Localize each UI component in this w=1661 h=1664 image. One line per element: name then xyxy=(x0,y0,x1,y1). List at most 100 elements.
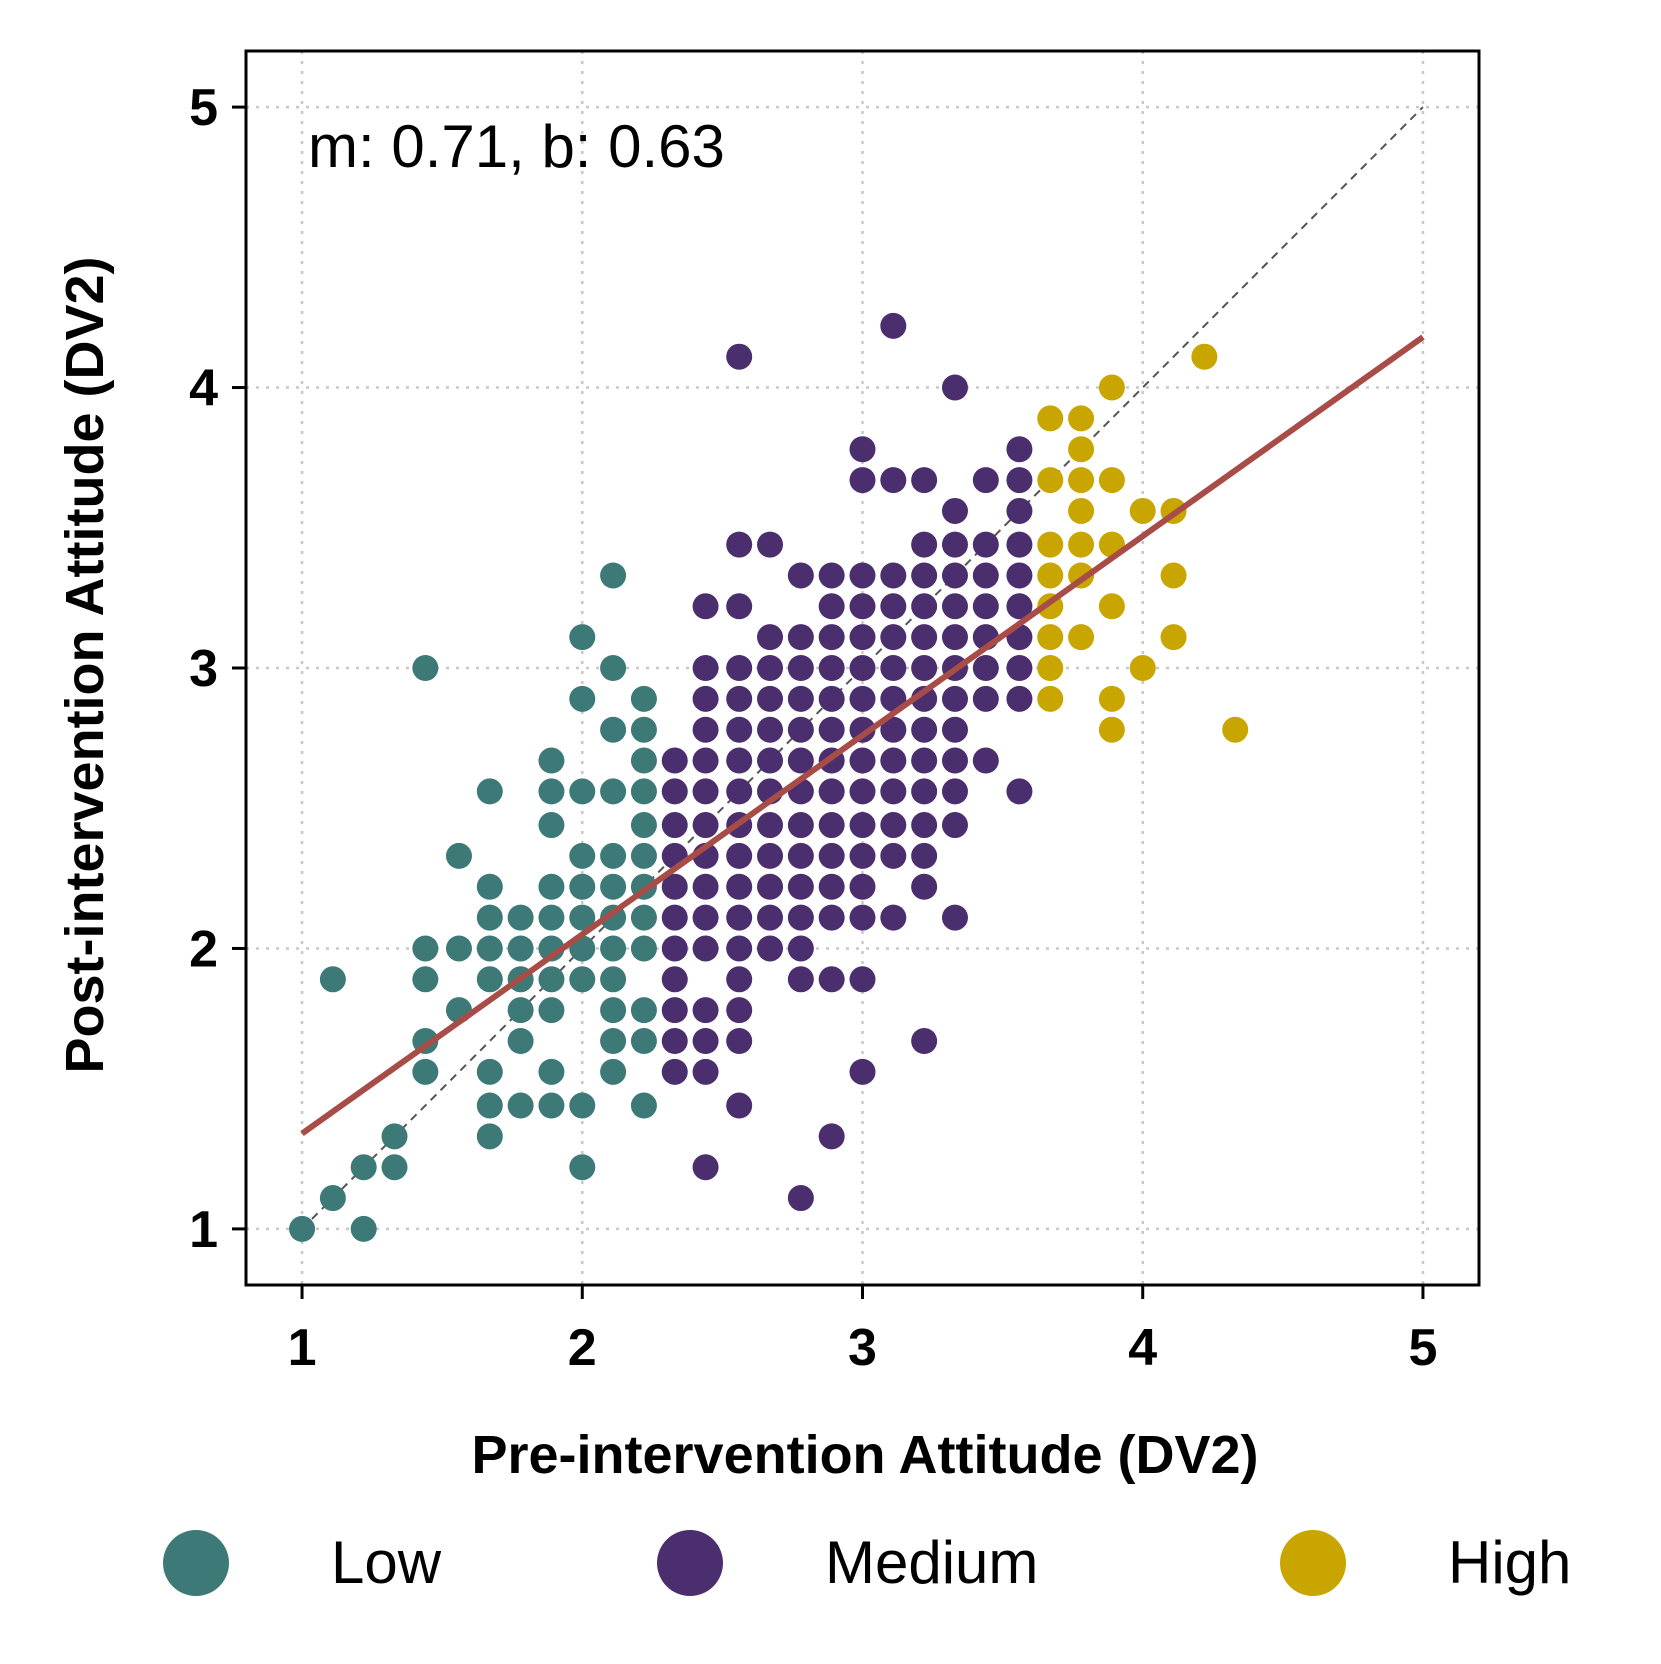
legend-item-medium: Medium xyxy=(657,1529,1038,1596)
data-point xyxy=(350,1215,377,1242)
data-point xyxy=(412,1058,439,1085)
data-point xyxy=(849,904,876,931)
data-point xyxy=(818,716,845,743)
data-point xyxy=(476,904,503,931)
data-point xyxy=(350,1154,377,1181)
data-point xyxy=(726,904,753,931)
data-point xyxy=(630,997,657,1024)
y-tick-label: 2 xyxy=(189,920,218,978)
data-point xyxy=(818,966,845,993)
data-point xyxy=(880,716,907,743)
data-point xyxy=(1098,593,1125,620)
data-point xyxy=(818,778,845,805)
data-point xyxy=(1037,405,1064,432)
data-point xyxy=(692,997,719,1024)
data-point xyxy=(818,873,845,900)
data-point xyxy=(692,593,719,620)
data-point xyxy=(692,935,719,962)
data-point xyxy=(661,997,688,1024)
data-point xyxy=(538,747,565,774)
data-point xyxy=(849,436,876,463)
data-point xyxy=(911,873,938,900)
data-point xyxy=(630,904,657,931)
data-point xyxy=(880,593,907,620)
data-point xyxy=(692,747,719,774)
data-point xyxy=(726,685,753,712)
data-point xyxy=(692,1058,719,1085)
data-point xyxy=(849,685,876,712)
legend-marker xyxy=(163,1530,229,1596)
data-point xyxy=(787,842,814,869)
data-point xyxy=(880,624,907,651)
data-point xyxy=(569,778,596,805)
data-point xyxy=(911,624,938,651)
data-point xyxy=(941,562,968,589)
data-point xyxy=(692,873,719,900)
data-point xyxy=(757,873,784,900)
data-point xyxy=(849,778,876,805)
data-point xyxy=(569,1154,596,1181)
data-point xyxy=(1006,685,1033,712)
data-point xyxy=(1006,655,1033,681)
data-point xyxy=(569,842,596,869)
data-point xyxy=(757,812,784,839)
data-point xyxy=(661,1058,688,1085)
data-point xyxy=(1006,467,1033,494)
data-point xyxy=(757,716,784,743)
data-point xyxy=(692,655,719,681)
data-point xyxy=(911,778,938,805)
data-point xyxy=(630,716,657,743)
data-point xyxy=(941,685,968,712)
data-point xyxy=(726,842,753,869)
data-point xyxy=(880,842,907,869)
data-point xyxy=(911,842,938,869)
data-point xyxy=(818,624,845,651)
data-point xyxy=(600,873,627,900)
data-point xyxy=(630,747,657,774)
data-point xyxy=(941,497,968,524)
data-point xyxy=(849,966,876,993)
data-point xyxy=(1006,593,1033,620)
x-axis-title: Pre-intervention Attitude (DV2) xyxy=(471,1425,1258,1485)
data-point xyxy=(972,593,999,620)
data-point xyxy=(538,997,565,1024)
data-point xyxy=(630,1028,657,1055)
data-point xyxy=(757,655,784,681)
data-point xyxy=(911,812,938,839)
legend-marker xyxy=(657,1530,723,1596)
data-point xyxy=(1006,778,1033,805)
data-point xyxy=(569,1092,596,1119)
data-point xyxy=(1037,562,1064,589)
y-tick-label: 4 xyxy=(189,360,218,418)
data-point xyxy=(692,716,719,743)
series-high xyxy=(1037,343,1249,743)
data-point xyxy=(726,593,753,620)
data-point xyxy=(972,562,999,589)
data-point xyxy=(726,1092,753,1119)
data-point xyxy=(412,655,439,681)
data-point xyxy=(381,1123,408,1150)
data-point xyxy=(880,812,907,839)
data-point xyxy=(538,904,565,931)
data-point xyxy=(818,842,845,869)
data-point xyxy=(630,935,657,962)
x-tick-label: 3 xyxy=(848,1319,877,1377)
data-point xyxy=(507,904,534,931)
x-tick-label: 2 xyxy=(568,1319,597,1377)
data-point xyxy=(661,778,688,805)
data-point xyxy=(941,374,968,401)
data-point xyxy=(787,624,814,651)
data-point xyxy=(538,873,565,900)
data-point xyxy=(600,997,627,1024)
data-point xyxy=(600,562,627,589)
data-point xyxy=(818,562,845,589)
data-point xyxy=(972,531,999,558)
data-point xyxy=(538,966,565,993)
data-point xyxy=(1098,374,1125,401)
data-point xyxy=(538,812,565,839)
regression-annotation: m: 0.71, b: 0.63 xyxy=(308,113,725,180)
data-point xyxy=(849,593,876,620)
data-point xyxy=(692,904,719,931)
data-point xyxy=(1068,405,1095,432)
data-point xyxy=(476,778,503,805)
